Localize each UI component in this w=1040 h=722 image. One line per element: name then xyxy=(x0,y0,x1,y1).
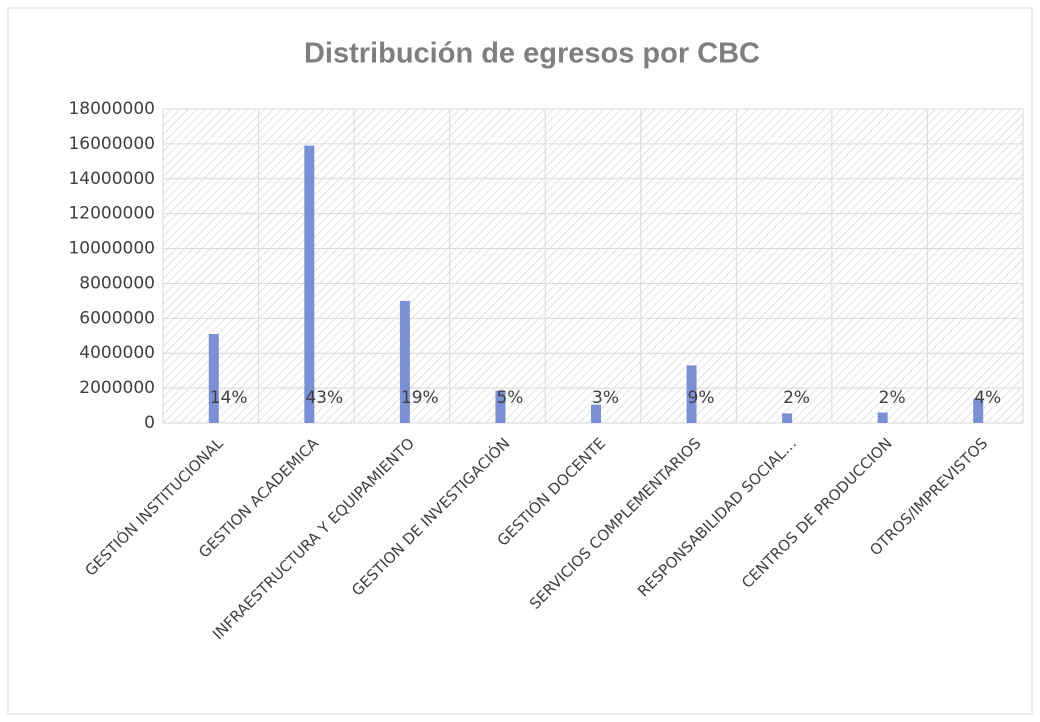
data-label: 4% xyxy=(974,388,1001,408)
data-label: 43% xyxy=(305,388,343,408)
plot-area xyxy=(163,109,1023,423)
data-label: 3% xyxy=(592,388,619,408)
bar xyxy=(591,404,601,423)
data-label: 2% xyxy=(783,388,810,408)
y-tick-label: 2000000 xyxy=(79,378,155,398)
y-tick-label: 10000000 xyxy=(68,239,155,259)
y-tick-label: 14000000 xyxy=(68,169,155,189)
y-tick-label: 8000000 xyxy=(79,273,155,293)
y-tick-label: 18000000 xyxy=(68,99,155,119)
y-tick-label: 12000000 xyxy=(68,204,155,224)
y-tick-label: 0 xyxy=(144,413,155,433)
bar xyxy=(973,398,984,423)
data-label: 2% xyxy=(879,388,906,408)
data-label: 5% xyxy=(496,388,523,408)
y-tick-label: 16000000 xyxy=(68,134,155,154)
data-label: 9% xyxy=(688,388,715,408)
bar xyxy=(495,390,506,423)
y-tick-label: 4000000 xyxy=(79,343,155,363)
bar xyxy=(782,413,793,423)
data-label: 19% xyxy=(401,388,439,408)
bar xyxy=(399,300,410,423)
data-label: 14% xyxy=(210,388,248,408)
bar xyxy=(208,334,219,423)
y-tick-label: 6000000 xyxy=(79,308,155,328)
chart-title: Distribución de egresos por CBC xyxy=(304,38,760,70)
bar xyxy=(877,412,888,423)
bar xyxy=(686,365,697,423)
bar xyxy=(304,145,315,423)
